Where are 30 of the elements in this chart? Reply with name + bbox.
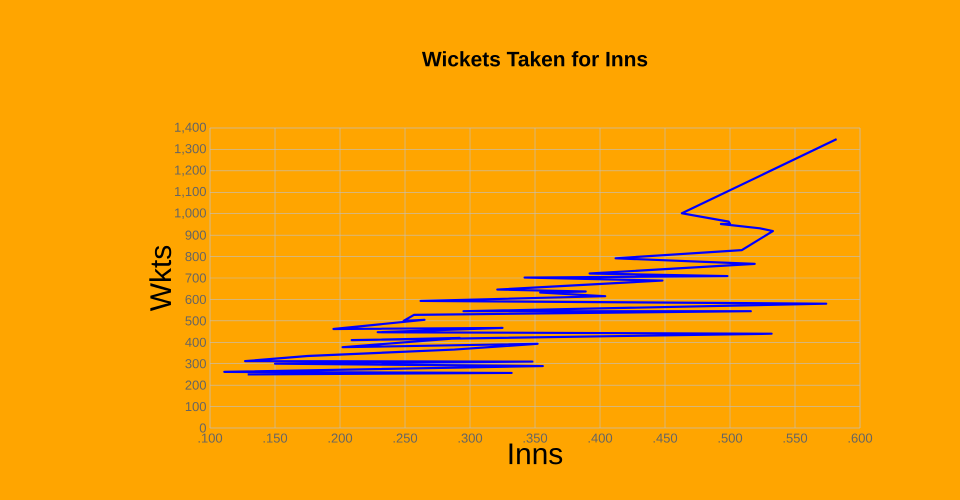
y-tick-label: 600: [186, 294, 206, 304]
y-tick-label: 500: [185, 316, 206, 326]
y-tick-label: 900: [185, 230, 206, 240]
x-tick-label: .600: [848, 434, 872, 443]
y-tick-label: 200: [186, 380, 206, 390]
line-series: [223, 138, 838, 376]
y-tick-label: 1,300: [175, 144, 206, 155]
y-tick-label: 1,100: [175, 186, 206, 198]
y-tick-label: 0: [200, 423, 206, 433]
x-tick-label: .100: [198, 434, 222, 443]
x-tick-label: .450: [654, 434, 678, 443]
y-tick-label: 400: [185, 338, 206, 347]
chart-title: Wickets Taken for Inns: [422, 51, 648, 66]
x-tick-label: .150: [264, 434, 288, 443]
x-tick-label: .550: [784, 434, 808, 443]
x-tick-label: .300: [458, 434, 482, 443]
y-tick-label: 800: [185, 252, 206, 262]
y-tick-label: 700: [186, 273, 206, 283]
y-tick-label: 1,400: [175, 122, 206, 134]
y-tick-label: 1,000: [175, 208, 206, 220]
y-tick-label: 1,200: [175, 166, 206, 176]
x-axis-title: Inns: [510, 444, 562, 464]
x-tick-label: .500: [718, 434, 742, 443]
y-axis-title: Wkts: [149, 246, 172, 312]
x-tick-label: .400: [588, 434, 612, 443]
y-tick-label: 300: [185, 359, 206, 368]
y-tick-label: 100: [186, 402, 206, 412]
x-tick-label: .200: [328, 434, 352, 443]
x-tick-label: .350: [524, 434, 548, 443]
x-tick-label: .250: [394, 434, 418, 443]
